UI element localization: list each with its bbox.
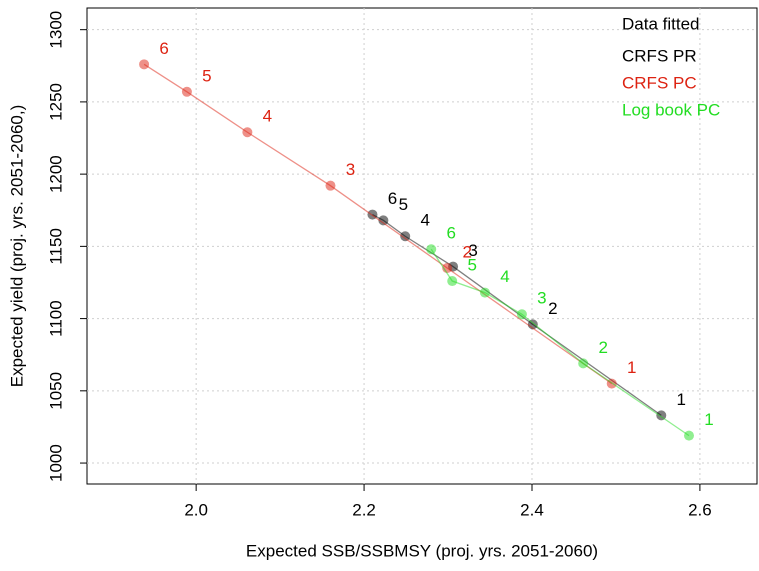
x-axis-title: Expected SSB/SSBMSY (proj. yrs. 2051-206…: [246, 541, 598, 560]
series-line: [372, 214, 662, 416]
y-tick-label: 1100: [46, 300, 65, 337]
point-label: 3: [346, 160, 355, 179]
y-axis-title: Expected yield (proj. yrs. 2051-2060,): [7, 105, 26, 388]
point-label: 1: [704, 410, 713, 429]
y-tick-label: 1300: [46, 11, 65, 49]
x-tick-label: 2.2: [352, 500, 376, 519]
x-tick-label: 2.4: [520, 500, 544, 519]
point-label: 6: [447, 224, 456, 243]
point-label: 2: [598, 338, 607, 357]
y-tick-label: 1200: [46, 155, 65, 193]
legend-entry: CRFS PC: [622, 73, 697, 92]
point-label: 3: [468, 241, 477, 260]
legend-title: Data fitted: [622, 14, 700, 33]
point: [683, 430, 694, 441]
point-label: 4: [420, 211, 429, 230]
point-label: 1: [677, 390, 686, 409]
point: [181, 86, 192, 97]
x-tick-label: 2.0: [184, 500, 208, 519]
point-label: 3: [537, 289, 546, 308]
point-label: 6: [159, 39, 168, 58]
series-line: [430, 248, 690, 437]
point: [516, 309, 527, 320]
point: [378, 215, 389, 226]
point-label: 4: [500, 267, 509, 286]
point-label: 4: [263, 107, 272, 126]
y-tick-label: 1000: [46, 444, 65, 482]
point: [400, 231, 411, 242]
series-line: [143, 63, 613, 385]
y-tick-label: 1050: [46, 372, 65, 410]
point: [426, 244, 437, 255]
x-tick-label: 2.6: [688, 500, 712, 519]
point-label: 2: [548, 299, 557, 318]
point: [578, 358, 589, 369]
point: [447, 276, 458, 287]
legend-entry: Log book PC: [622, 100, 720, 119]
point: [242, 127, 253, 138]
point: [325, 180, 336, 191]
y-tick-label: 1150: [46, 228, 65, 265]
point-label: 1: [627, 358, 636, 377]
point-label: 5: [399, 195, 408, 214]
point-label: 5: [202, 66, 211, 85]
legend-entry: CRFS PR: [622, 46, 697, 65]
point-label: 5: [467, 256, 476, 275]
point-label: 2: [462, 243, 471, 262]
y-tick-label: 1250: [46, 83, 65, 121]
point-label: 6: [388, 189, 397, 208]
point: [479, 287, 490, 298]
point: [139, 59, 150, 70]
